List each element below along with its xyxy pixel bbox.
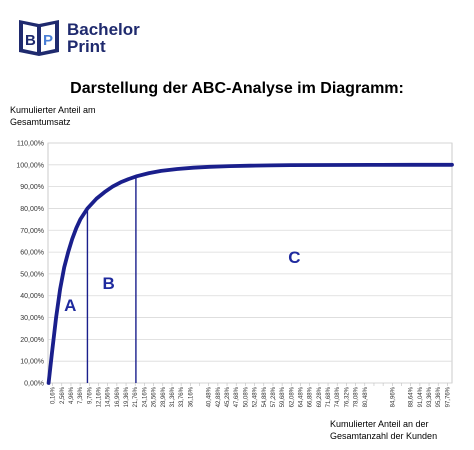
brand-name: Bachelor Print <box>67 21 140 55</box>
x-tick-label: 12,16% <box>97 386 103 407</box>
x-tick-label: 16,96% <box>115 386 121 407</box>
chart-title: Darstellung der ABC-Analyse im Diagramm: <box>70 80 404 97</box>
book-bp-logo-icon: B P <box>19 20 59 56</box>
brand-logo: B P Bachelor Print <box>16 16 176 62</box>
y-tick-label: 0,00% <box>24 381 44 388</box>
x-tick-label: 59,68% <box>280 386 286 407</box>
svg-text:P: P <box>43 32 53 49</box>
x-tick-label: 88,64% <box>409 386 415 407</box>
y-tick-label: 50,00% <box>20 271 44 278</box>
y-tick-label: 10,00% <box>20 359 44 366</box>
zone-label-c: C <box>288 248 300 267</box>
x-tick-label: 4,96% <box>69 386 75 404</box>
y-tick-label: 110,00% <box>17 141 44 148</box>
x-tick-label: 47,68% <box>234 386 240 407</box>
x-tick-label: 2,56% <box>60 386 66 404</box>
y-tick-label: 30,00% <box>20 315 44 322</box>
x-tick-label: 95,36% <box>436 386 442 407</box>
x-tick-label: 76,32% <box>344 386 350 407</box>
plot-area <box>47 142 453 384</box>
x-tick-label: 74,08% <box>335 386 341 407</box>
x-tick-label: 91,04% <box>418 386 424 407</box>
x-tick-label: 19,36% <box>124 386 130 407</box>
x-axis-label: Kumulierter Anteil an der Gesamtanzahl d… <box>330 419 438 441</box>
x-tick-label: 64,48% <box>299 386 305 407</box>
x-tick-label: 54,88% <box>262 386 268 407</box>
x-tick-label: 36,16% <box>188 386 194 407</box>
x-tick-label: 45,28% <box>225 386 231 407</box>
x-tick-label: 33,76% <box>179 386 185 407</box>
x-tick-label: 50,08% <box>243 386 249 407</box>
svg-text:B: B <box>25 32 36 49</box>
x-tick-label: 31,36% <box>170 386 176 407</box>
x-tick-label: 80,48% <box>363 386 369 407</box>
x-tick-label: 40,48% <box>207 386 213 407</box>
brand-name-line2: Print <box>67 37 106 56</box>
x-tick-label: 66,88% <box>308 386 314 407</box>
x-tick-label: 93,36% <box>427 386 433 407</box>
brand-name-line1: Bachelor <box>67 20 140 39</box>
y-tick-label: 100,00% <box>16 162 44 169</box>
x-tick-label: 84,96% <box>390 386 396 407</box>
x-tick-label: 42,88% <box>216 386 222 407</box>
x-tick-label: 0,16% <box>51 386 57 404</box>
x-tick-label: 69,28% <box>317 386 323 407</box>
x-tick-label: 7,36% <box>78 386 84 404</box>
y-tick-label: 60,00% <box>20 250 44 257</box>
x-tick-label: 26,56% <box>152 386 158 407</box>
x-tick-label: 71,68% <box>326 386 332 407</box>
y-tick-label: 70,00% <box>20 228 44 235</box>
x-tick-label: 21,76% <box>133 386 139 407</box>
y-axis-label: Kumulierter Anteil am Gesamtumsatz <box>10 105 96 127</box>
zone-label-a: A <box>64 296 76 315</box>
y-tick-label: 90,00% <box>20 184 44 191</box>
x-tick-label: 9,76% <box>87 386 93 404</box>
y-tick-label: 40,00% <box>20 293 44 300</box>
x-tick-label: 24,16% <box>142 386 148 407</box>
x-tick-label: 62,08% <box>289 386 295 407</box>
x-tick-label: 97,76% <box>445 386 451 407</box>
cumulative-revenue-curve <box>46 162 454 385</box>
x-tick-label: 14,56% <box>106 386 112 407</box>
y-tick-label: 20,00% <box>20 337 44 344</box>
x-tick-label: 78,08% <box>354 386 360 407</box>
y-tick-label: 80,00% <box>20 206 44 213</box>
x-tick-label: 57,28% <box>271 386 277 407</box>
zone-label-b: B <box>102 274 114 293</box>
x-tick-label: 28,96% <box>161 386 167 407</box>
x-tick-label: 52,48% <box>253 386 259 407</box>
